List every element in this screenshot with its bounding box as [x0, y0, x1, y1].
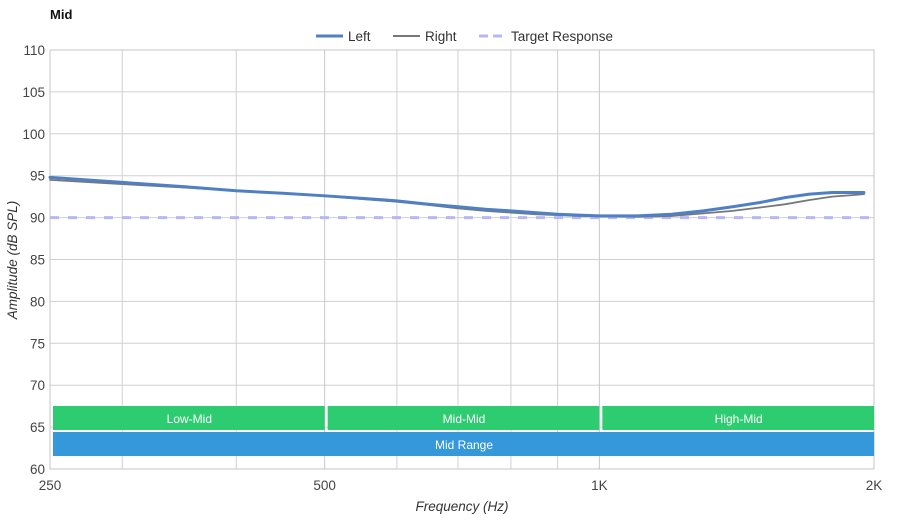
y-tick-label: 60 [30, 462, 45, 477]
series-line-left [48, 175, 866, 218]
legend: Left Right Target Response [316, 29, 613, 44]
band-label: Low-Mid [167, 412, 212, 426]
y-axis-title: Amplitude (dB SPL) [5, 201, 20, 321]
x-tick-label: 500 [313, 478, 336, 493]
y-tick-label: 105 [22, 85, 45, 100]
y-tick-label: 80 [30, 294, 45, 309]
x-tick-label: 250 [39, 478, 62, 493]
band-label: Mid-Mid [443, 412, 486, 426]
plot-border [49, 49, 875, 470]
y-tick-label: 95 [30, 169, 45, 184]
y-tick-label: 110 [23, 43, 45, 58]
y-tick-label: 75 [30, 336, 45, 351]
series-lines [48, 175, 874, 220]
band-mid-mid [327, 406, 600, 430]
y-tick-label: 100 [22, 127, 45, 142]
y-tick-label: 70 [30, 378, 45, 393]
grid [49, 49, 875, 470]
band-low-mid [53, 406, 325, 430]
x-tick-label: 2K [866, 478, 883, 493]
y-tick-label: 65 [30, 420, 45, 435]
axis-ticks: 60 65 70 75 80 85 90 95 100 105 110 250 500 1K 2K [22, 43, 882, 493]
x-axis-title: Frequency (Hz) [415, 499, 508, 514]
x-tick-label: 1K [591, 478, 608, 493]
legend-label: Target Response [511, 29, 613, 44]
band-mid-range [53, 432, 874, 456]
frequency-bands: Low-Mid Mid-Mid High-Mid Mid Range [53, 406, 874, 456]
legend-label: Left [348, 29, 371, 44]
band-label: High-Mid [715, 412, 763, 426]
legend-label: Right [425, 29, 457, 44]
y-tick-label: 90 [30, 211, 45, 226]
band-high-mid [602, 406, 874, 430]
y-tick-label: 85 [30, 253, 45, 268]
band-label: Mid Range [435, 438, 493, 452]
chart-title: Mid [50, 7, 72, 22]
